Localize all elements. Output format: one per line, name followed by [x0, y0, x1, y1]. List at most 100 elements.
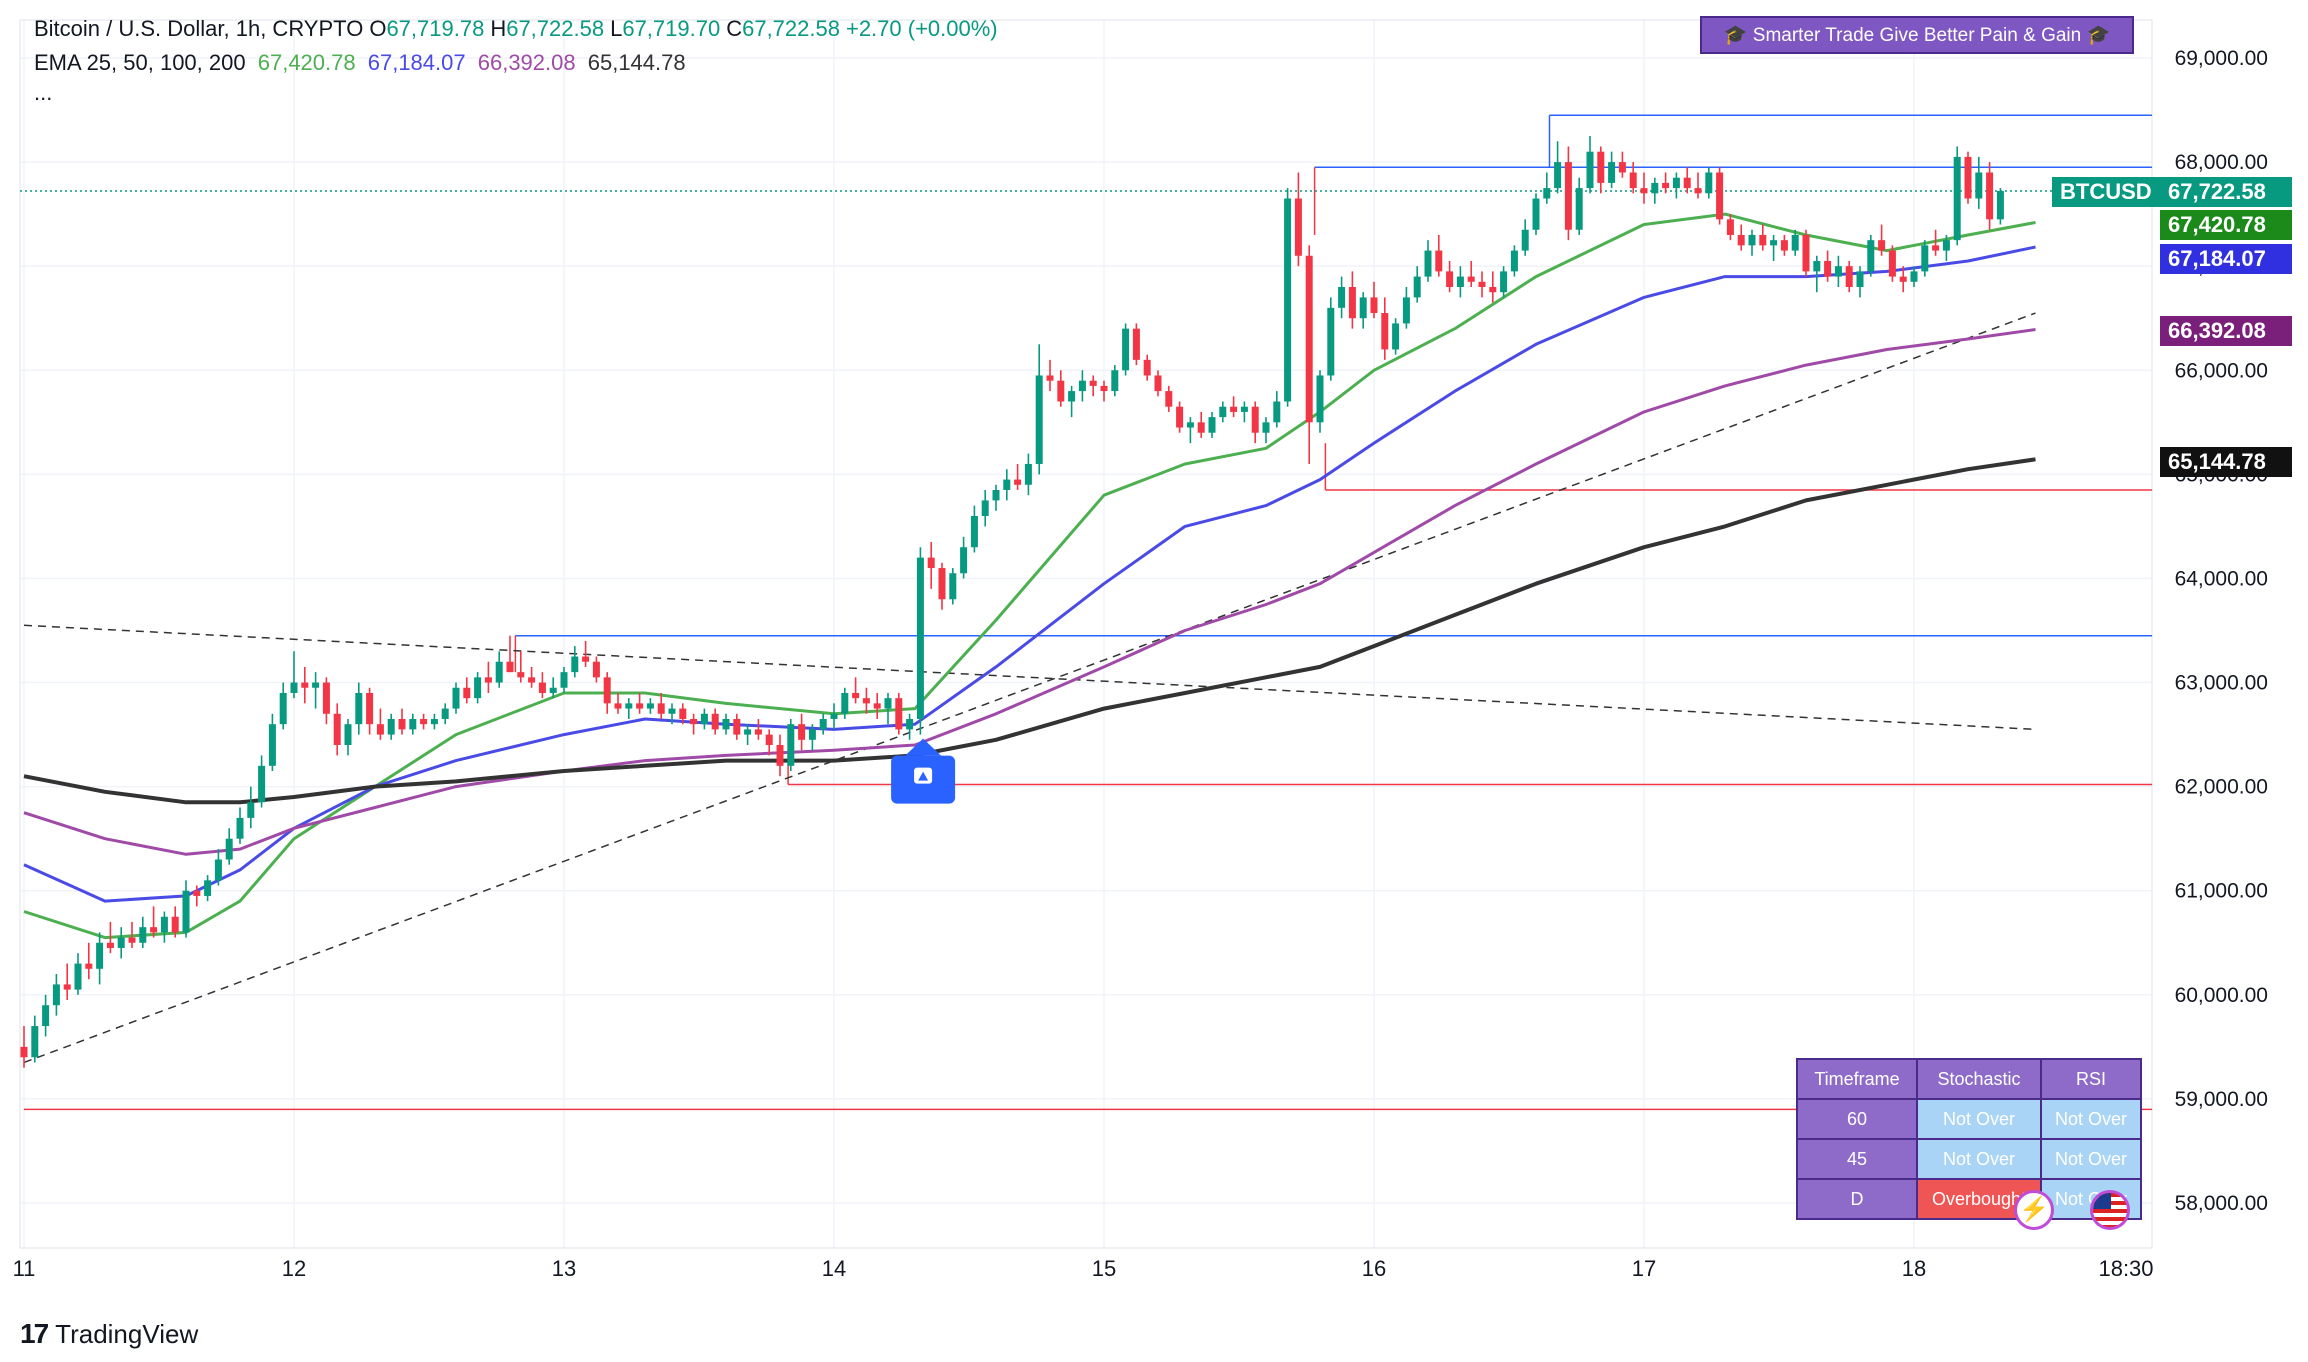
candle-body [733, 718, 741, 735]
us-flag-icon[interactable] [2090, 1190, 2130, 1230]
candle-body [1651, 182, 1659, 194]
candle [517, 651, 525, 683]
candle [1165, 385, 1173, 412]
price-tick-label: 66,000.00 [2175, 359, 2268, 382]
candle-body [538, 682, 546, 693]
candle-body [1878, 240, 1886, 251]
row-tf: D [1796, 1178, 1918, 1220]
candle [884, 692, 892, 725]
ema-label: EMA 25, 50, 100, 200 [34, 50, 246, 75]
candle [1986, 162, 1994, 230]
candle [1251, 401, 1259, 444]
candle-body [1780, 240, 1788, 251]
candle [1489, 271, 1497, 303]
candle [949, 568, 957, 605]
candle-body [1489, 287, 1497, 293]
candle [1759, 224, 1767, 251]
candle [1867, 234, 1875, 277]
candle [1284, 188, 1292, 407]
candle-body [420, 718, 428, 725]
candle-body [1802, 234, 1810, 272]
candle-body [1057, 380, 1065, 402]
candle-body [819, 718, 827, 730]
symbol-title[interactable]: Bitcoin / U.S. Dollar, 1h, CRYPTO [34, 16, 364, 41]
ema-legend[interactable]: EMA 25, 50, 100, 200 67,420.78 67,184.07… [34, 50, 692, 76]
candle [1456, 266, 1464, 298]
candle [258, 755, 266, 808]
candle-body [830, 713, 838, 719]
candle [1705, 167, 1713, 199]
ema50-value: 67,184.07 [367, 50, 466, 75]
candle [74, 953, 82, 995]
candle [1888, 245, 1896, 282]
candle-body [1921, 245, 1929, 272]
candle [1878, 224, 1886, 256]
candle [1392, 318, 1400, 355]
candle-body [852, 692, 860, 699]
price-tick-label: 61,000.00 [2175, 880, 2268, 903]
candle [139, 916, 147, 948]
candle [1478, 271, 1486, 298]
candle [1273, 391, 1281, 428]
candle [754, 718, 762, 740]
th-timeframe: Timeframe [1796, 1058, 1918, 1100]
candle-body [1953, 156, 1961, 241]
candle-body [506, 661, 514, 673]
bolt-icon[interactable]: ⚡ [2014, 1190, 2054, 1230]
candle-body [960, 547, 968, 574]
th-rsi: RSI [2040, 1058, 2142, 1100]
candle-body [117, 937, 125, 948]
more-indicators[interactable]: ... [34, 80, 53, 105]
candle [1068, 385, 1076, 418]
candle-body [884, 698, 892, 709]
candle-body [765, 734, 773, 745]
candle-body [247, 802, 255, 818]
candle [441, 703, 449, 725]
candle [247, 786, 255, 829]
candle [571, 646, 579, 678]
candle-body [1154, 375, 1162, 392]
candle [333, 703, 341, 756]
ema50-price-tag: 67,184.07 [2160, 244, 2292, 274]
time-tick-label: 14 [822, 1256, 846, 1281]
tradingview-logo-icon: 17 [20, 1318, 49, 1349]
time-tick-label: 12 [282, 1256, 306, 1281]
candle [528, 666, 536, 688]
candle-body [690, 718, 698, 725]
candle-body [1294, 198, 1302, 256]
candle-body [193, 890, 201, 896]
candle [1964, 151, 1972, 204]
candle-body [387, 718, 395, 735]
candle-body [528, 677, 536, 683]
candle-body [279, 692, 287, 725]
candle-body [204, 880, 212, 896]
candle [1089, 375, 1097, 397]
candle-body [1996, 191, 2004, 220]
candle-body [1186, 422, 1194, 428]
candle [117, 927, 125, 959]
candle-body [1413, 276, 1421, 298]
up-arrow-icon [918, 771, 929, 781]
row-stoch: Not Over [1916, 1138, 2042, 1180]
candle-body [625, 703, 633, 709]
candle [193, 885, 201, 907]
brand-name[interactable]: TradingView [55, 1318, 199, 1349]
candle-body [128, 937, 136, 943]
candle [322, 677, 330, 725]
candlesticks [20, 136, 2004, 1068]
candle [1640, 172, 1648, 204]
candle-body [1392, 323, 1400, 350]
candle-body [182, 890, 190, 933]
candle [1003, 469, 1011, 501]
candle [1500, 266, 1508, 298]
candle [344, 718, 352, 756]
candle [1996, 188, 2004, 225]
candle-body [1143, 359, 1151, 376]
candle-body [970, 516, 978, 548]
candle [970, 505, 978, 553]
candle-body [614, 703, 622, 709]
candle-body [1467, 276, 1475, 282]
candle-body [1122, 328, 1130, 371]
candle [1543, 172, 1551, 204]
